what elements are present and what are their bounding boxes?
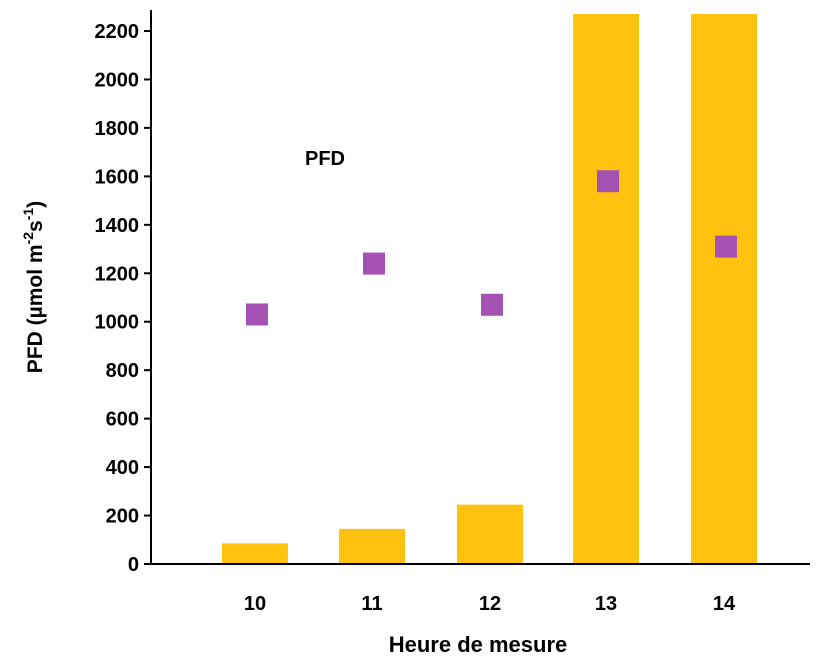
y-tick-label: 1800 xyxy=(95,118,140,140)
y-axis-label-sup1: -2 xyxy=(20,232,36,245)
y-tick-label: 1400 xyxy=(95,215,140,237)
y-ticks-layer: 0 200 400 600 800 1000 1200 1400 1600 1800 2000 220… xyxy=(95,21,151,576)
x-tick-label: 11 xyxy=(361,593,382,615)
y-tick-label: 400 xyxy=(106,457,139,479)
y-tick-label: 2200 xyxy=(95,21,140,43)
x-tick-label: 13 xyxy=(595,593,617,615)
marker-13 xyxy=(597,170,619,193)
x-axis-label: Heure de mesure xyxy=(389,632,568,657)
markers-layer xyxy=(246,170,737,326)
y-tick-label: 2000 xyxy=(95,69,140,91)
x-tick-label: 14 xyxy=(713,593,736,615)
x-ticks-layer: 10 11 12 13 14 xyxy=(244,593,736,615)
chart-annotation: PFD xyxy=(305,148,345,170)
y-axis-label-suffix: ) xyxy=(24,201,47,208)
y-tick-label: 1200 xyxy=(95,263,140,285)
bar-10 xyxy=(222,543,288,563)
bars-layer xyxy=(222,14,757,563)
y-axis-label-prefix: PFD (µmol m xyxy=(24,244,47,373)
y-axis-label-mid: s xyxy=(24,220,47,232)
y-tick-label: 600 xyxy=(106,409,139,431)
x-tick-label: 12 xyxy=(479,593,501,615)
y-tick-label: 800 xyxy=(106,360,139,382)
y-tick-label: 1000 xyxy=(95,312,140,334)
y-tick-label: 1600 xyxy=(95,166,140,188)
marker-10 xyxy=(246,303,268,326)
bar-12 xyxy=(457,504,523,563)
bar-11 xyxy=(339,528,405,563)
marker-12 xyxy=(481,293,503,316)
marker-14 xyxy=(715,235,737,258)
bar-14 xyxy=(691,14,757,563)
marker-11 xyxy=(363,252,385,275)
y-tick-label: 200 xyxy=(106,506,139,528)
x-tick-label: 10 xyxy=(244,593,266,615)
y-axis-label: PFD (µmol m-2s-1) xyxy=(20,201,47,373)
bar-13 xyxy=(573,14,639,563)
y-axis-label-sup2: -1 xyxy=(20,208,36,221)
y-tick-label: 0 xyxy=(128,554,139,576)
